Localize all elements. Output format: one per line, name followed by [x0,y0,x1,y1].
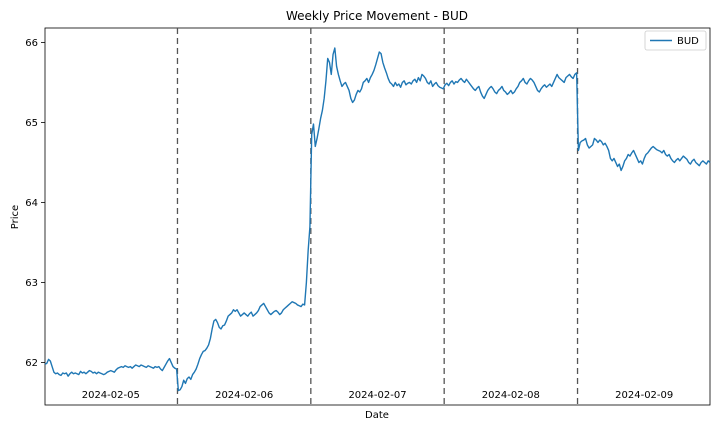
day-label: 2024-02-07 [348,390,406,401]
day-label: 2024-02-06 [215,390,273,401]
y-tick-label: 63 [25,278,38,289]
y-tick-label: 66 [25,38,38,49]
y-tick-label: 65 [25,118,38,129]
chart-title: Weekly Price Movement - BUD [286,9,468,23]
y-tick-label: 64 [25,198,38,209]
legend-box [644,30,707,51]
series-line-bud [44,47,711,392]
y-tick-label: 62 [25,358,38,369]
y-axis-ticks: 62 63 64 65 66 [25,38,45,369]
plot-area [44,27,711,406]
day-label: 2024-02-09 [615,390,673,401]
day-labels: 2024-02-05 2024-02-06 2024-02-07 2024-02-08… [82,390,674,401]
legend: BUD [644,30,707,51]
plot-frame [44,27,711,406]
series-lines [44,47,711,392]
day-label: 2024-02-05 [82,390,140,401]
x-axis-label: Date [365,410,389,421]
legend-label: BUD [677,36,699,47]
y-axis-label: Price [10,205,21,229]
day-label: 2024-02-08 [482,390,540,401]
